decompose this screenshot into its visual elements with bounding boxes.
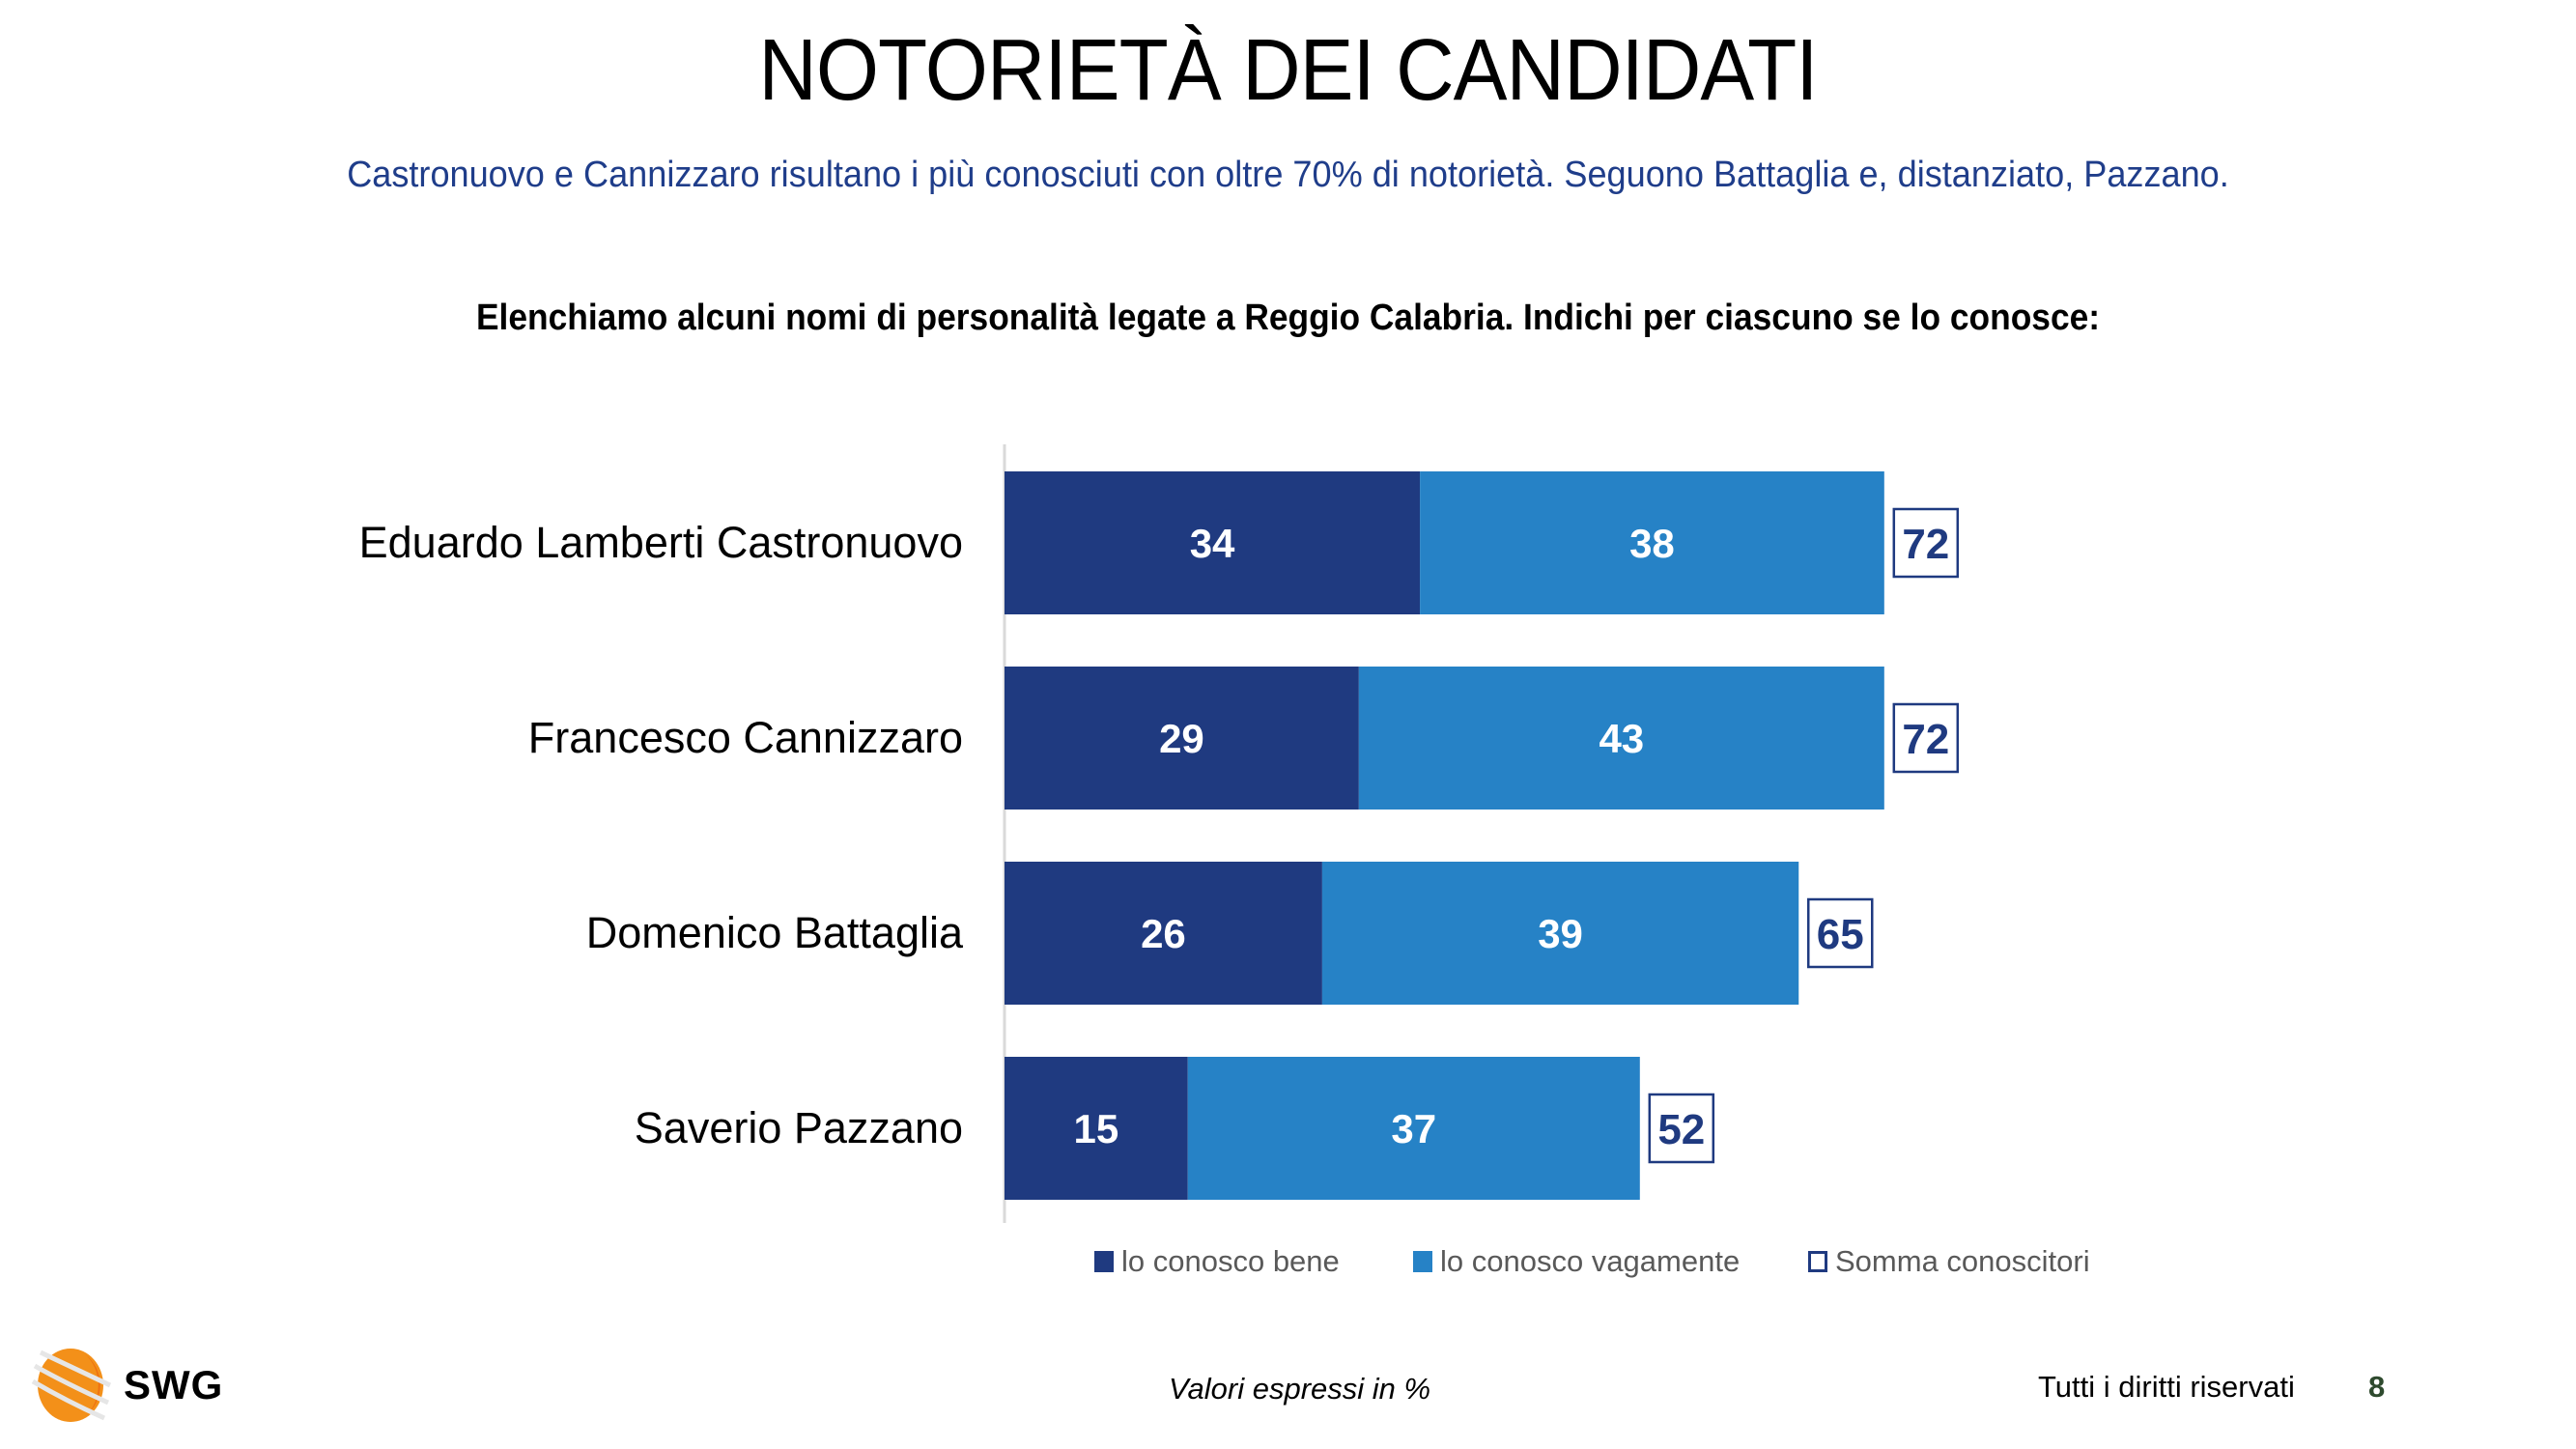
total-box [1892, 702, 1960, 774]
logo-text: SWG [124, 1362, 224, 1407]
total-box [1648, 1093, 1715, 1164]
bar-segment-conosco-vagamente [1321, 862, 1799, 1005]
bar-segment-conosco-vagamente [1358, 667, 1884, 810]
legend-item-somma-conoscitori: Somma conoscitori [1808, 1244, 2090, 1279]
total-box [1892, 507, 1960, 579]
bar-value-label: 34 [1190, 521, 1235, 566]
subtitle: Castronuovo e Cannizzaro risultano i più… [347, 155, 2229, 195]
page-title: NOTORIETÀ DEI CANDIDATI [758, 22, 1818, 119]
total-value-label: 65 [1817, 911, 1864, 958]
globe-icon [31, 1349, 112, 1422]
category-label: Saverio Pazzano [635, 1103, 963, 1152]
swg-logo: SWG [27, 1345, 223, 1426]
bar-value-label: 37 [1391, 1106, 1436, 1151]
legend-swatch-outline [1808, 1251, 1827, 1272]
bars-group: Eduardo Lamberti Castronuovo 34 38 72 France… [359, 471, 1960, 1200]
bar-segment-conosco-vagamente [1420, 471, 1884, 614]
bar-segment-conosco-bene [1005, 471, 1421, 614]
total-value-label: 52 [1657, 1106, 1705, 1153]
bar-segment-conosco-bene [1005, 667, 1359, 810]
total-value-label: 72 [1902, 521, 1949, 568]
bar-value-label: 43 [1599, 716, 1644, 761]
legend-label: Somma conoscitori [1835, 1244, 2090, 1278]
footer-note: Valori espressi in % [1169, 1372, 1431, 1406]
category-label: Eduardo Lamberti Castronuovo [359, 518, 963, 567]
legend-item-conosco-vagamente: lo conosco vagamente [1413, 1244, 1740, 1279]
bar-value-label: 15 [1074, 1106, 1119, 1151]
legend-label: lo conosco bene [1121, 1244, 1340, 1278]
bar-value-label: 38 [1629, 521, 1675, 566]
legend: lo conosco bene lo conosco vagamente Som… [0, 1244, 2576, 1283]
survey-question: Elenchiamo alcuni nomi di personalità le… [475, 298, 2101, 338]
bar-segment-conosco-bene [1005, 862, 1322, 1005]
bar-segment-conosco-vagamente [1187, 1057, 1640, 1200]
legend-swatch-dark [1094, 1251, 1114, 1272]
total-value-label: 72 [1902, 716, 1949, 763]
footer-rights: Tutti i diritti riservati [2038, 1370, 2295, 1404]
category-label: Francesco Cannizzaro [528, 713, 963, 762]
total-box [1807, 897, 1874, 969]
legend-item-conosco-bene: lo conosco bene [1094, 1244, 1340, 1279]
page-number: 8 [2368, 1370, 2386, 1404]
legend-label: lo conosco vagamente [1440, 1244, 1741, 1278]
category-label: Domenico Battaglia [586, 908, 964, 957]
bar-value-label: 26 [1141, 911, 1186, 956]
legend-swatch-light [1413, 1251, 1432, 1272]
bar-value-label: 29 [1159, 716, 1204, 761]
bar-value-label: 39 [1538, 911, 1583, 956]
bar-segment-conosco-bene [1005, 1057, 1188, 1200]
